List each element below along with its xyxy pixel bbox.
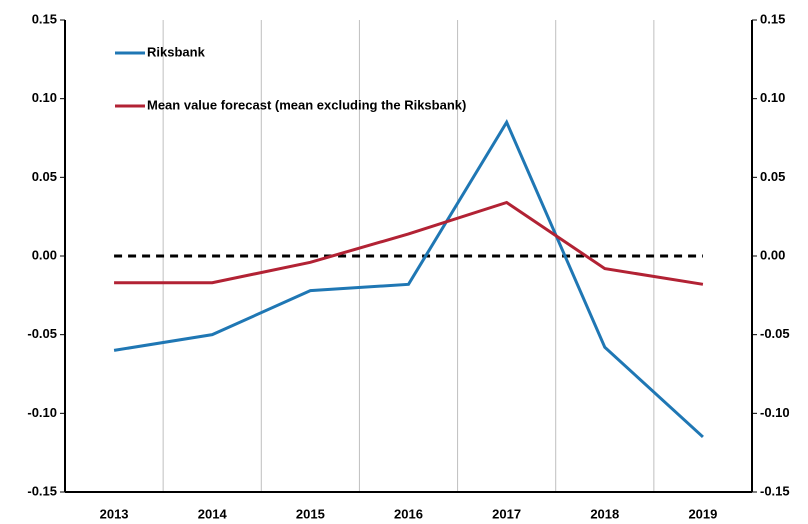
x-tick-label: 2015 — [296, 506, 325, 521]
legend-label: Riksbank — [147, 44, 206, 59]
y-tick-label: -0.05 — [27, 326, 57, 341]
legend-label: Mean value forecast (mean excluding the … — [147, 97, 466, 112]
y2-tick-label: -0.10 — [760, 405, 790, 420]
y2-tick-label: 0.10 — [760, 90, 785, 105]
series-line — [113, 119, 704, 439]
x-tick-label: 2013 — [100, 506, 129, 521]
y-tick-label: 0.00 — [32, 247, 57, 262]
x-tick-label: 2014 — [198, 506, 228, 521]
y2-tick-label: -0.05 — [760, 326, 790, 341]
y2-tick-label: 0.05 — [760, 169, 785, 184]
x-tick-label: 2018 — [590, 506, 619, 521]
y-tick-label: 0.10 — [32, 90, 57, 105]
y-tick-label: -0.10 — [27, 405, 57, 420]
y-tick-label: -0.15 — [27, 483, 57, 498]
y2-tick-label: 0.15 — [760, 11, 785, 26]
y2-tick-label: -0.15 — [760, 483, 790, 498]
y-tick-label: 0.15 — [32, 11, 57, 26]
x-tick-label: 2017 — [492, 506, 521, 521]
series-line — [114, 200, 704, 286]
y-tick-label: 0.05 — [32, 169, 57, 184]
x-tick-label: 2016 — [394, 506, 423, 521]
x-tick-label: 2019 — [688, 506, 717, 521]
y2-tick-label: 0.00 — [760, 247, 785, 262]
